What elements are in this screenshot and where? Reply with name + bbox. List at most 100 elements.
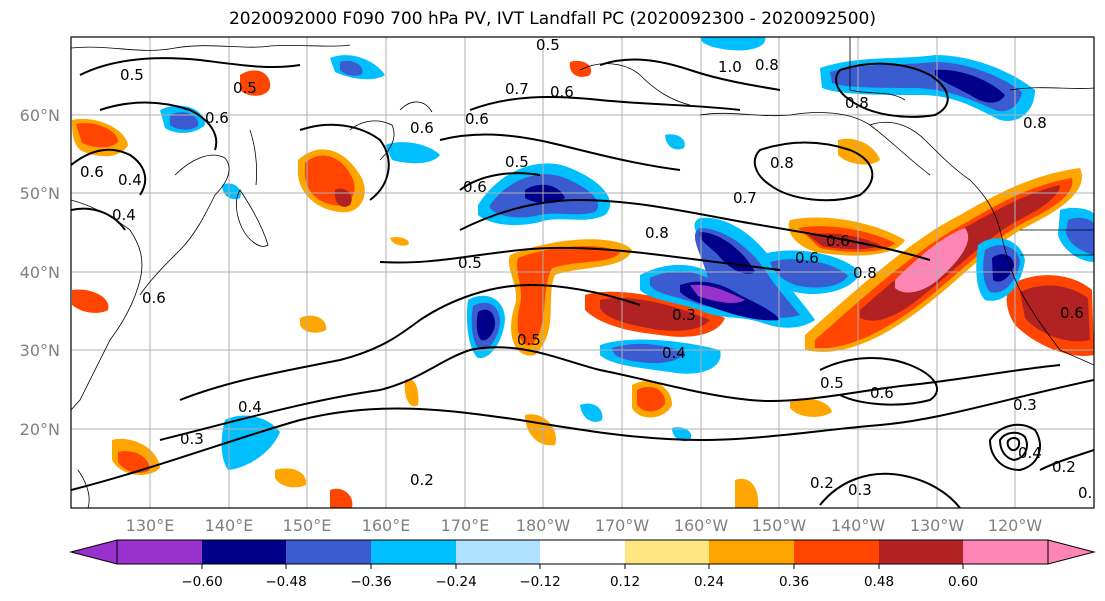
pv-contours bbox=[71, 57, 1094, 508]
contour-label: 0.6 bbox=[465, 110, 489, 128]
colorbar-tick-label: −0.12 bbox=[519, 574, 560, 590]
contour-label: 0.6 bbox=[1060, 304, 1084, 322]
positive-anomaly-region bbox=[637, 386, 666, 412]
colorbar-segment bbox=[540, 540, 625, 564]
contour-label: 0.5 bbox=[233, 79, 257, 97]
negative-anomaly-region bbox=[700, 37, 766, 51]
lon-label: 160°W bbox=[674, 516, 729, 535]
contour-label: 0.8 bbox=[845, 94, 869, 112]
colorbar-segment bbox=[456, 540, 540, 564]
colorbar-segment bbox=[879, 540, 963, 564]
contour-label: 0.5 bbox=[120, 66, 144, 84]
positive-anomaly-region bbox=[735, 478, 759, 508]
contour-label: 0.6 bbox=[80, 163, 104, 181]
colorbar-tick-label: 0.60 bbox=[948, 574, 978, 590]
positive-anomaly-region bbox=[838, 138, 880, 165]
colorbar-segment bbox=[286, 540, 371, 564]
negative-anomaly-region bbox=[830, 62, 1022, 112]
contour-label: 0.2 bbox=[1078, 484, 1102, 502]
negative-anomaly-region bbox=[476, 309, 495, 341]
positive-anomaly-region bbox=[600, 297, 710, 331]
contour-label: 0.5 bbox=[536, 36, 560, 54]
contour-label: 0.5 bbox=[505, 153, 529, 171]
contour-label: 0.6 bbox=[870, 384, 894, 402]
negative-anomaly-region bbox=[690, 284, 745, 303]
latitude-labels: 60°N 50°N 40°N 30°N 20°N bbox=[20, 106, 60, 439]
colorbar-tick-label: 0.36 bbox=[779, 574, 809, 590]
contour-label: 0.5 bbox=[517, 331, 541, 349]
contour-label: 0.6 bbox=[826, 232, 850, 250]
contour-label: 0.4 bbox=[662, 344, 686, 362]
contour-label: 0.6 bbox=[205, 109, 229, 127]
negative-anomaly-region bbox=[170, 112, 199, 130]
contour-label: 1.0 bbox=[718, 58, 742, 76]
contour-label: 0.4 bbox=[112, 206, 136, 224]
contour-label: 0.4 bbox=[238, 398, 262, 416]
contour-label: 0.6 bbox=[410, 119, 434, 137]
colorbar-tick-label: 0.24 bbox=[694, 574, 724, 590]
contour-label: 0.6 bbox=[142, 289, 166, 307]
negative-anomaly-region bbox=[340, 60, 363, 76]
negative-anomaly-region bbox=[612, 343, 685, 364]
lon-label: 170°W bbox=[595, 516, 650, 535]
positive-anomaly-region bbox=[76, 123, 118, 148]
colorbar-segment bbox=[117, 540, 202, 564]
contour-labels: 0.5 0.5 0.6 0.6 0.4 0.6 0.5 0.6 0.6 0.6 … bbox=[80, 36, 1102, 502]
negative-anomaly-region bbox=[1066, 217, 1094, 255]
colorbar-frame bbox=[116, 539, 1049, 565]
positive-anomaly-region bbox=[404, 379, 419, 407]
positive-anomaly-region bbox=[240, 70, 271, 96]
lat-label: 40°N bbox=[20, 263, 60, 282]
colorbar: −0.60 −0.48 −0.36 −0.24 −0.12 0.12 0.24 … bbox=[69, 539, 1096, 590]
lat-label: 50°N bbox=[20, 184, 60, 203]
negative-anomaly-region bbox=[665, 134, 685, 150]
contour-label: 0.8 bbox=[755, 56, 779, 74]
negative-anomaly-region bbox=[525, 184, 565, 204]
lon-label: 170°E bbox=[441, 516, 490, 535]
contour-label: 0.3 bbox=[848, 481, 872, 499]
lat-label: 60°N bbox=[20, 106, 60, 125]
colorbar-tick-label: 0.48 bbox=[864, 574, 894, 590]
pv-shading bbox=[72, 37, 1094, 508]
colorbar-tick-label: −0.60 bbox=[181, 574, 222, 590]
colorbar-upper-extension bbox=[1047, 539, 1096, 565]
contour-label: 0.8 bbox=[770, 154, 794, 172]
contour-label: 0.6 bbox=[463, 178, 487, 196]
positive-anomaly-region bbox=[808, 233, 880, 250]
colorbar-tick-label: −0.24 bbox=[435, 574, 476, 590]
lon-label: 130°W bbox=[910, 516, 965, 535]
contour-label: 0.2 bbox=[810, 474, 834, 492]
positive-anomaly-region bbox=[118, 451, 150, 473]
contour-label: 0.4 bbox=[118, 171, 142, 189]
contour-label: 0.5 bbox=[458, 254, 482, 272]
positive-anomaly-region bbox=[275, 468, 307, 488]
contour-label: 0.8 bbox=[1023, 114, 1047, 132]
contour-label: 0.3 bbox=[180, 430, 204, 448]
contour-label: 0.7 bbox=[733, 189, 757, 207]
longitude-labels: 130°E 140°E 150°E 160°E 170°E 180°W 170°… bbox=[126, 516, 1043, 535]
contour-label: 0.3 bbox=[1013, 396, 1037, 414]
colorbar-tick-label: −0.48 bbox=[265, 574, 306, 590]
colorbar-segment bbox=[625, 540, 709, 564]
lat-label: 30°N bbox=[20, 341, 60, 360]
negative-anomaly-region bbox=[672, 427, 692, 442]
positive-anomaly-region bbox=[390, 237, 409, 246]
contour-label: 0.6 bbox=[550, 83, 574, 101]
contour-label: 0.5 bbox=[820, 374, 844, 392]
positive-anomaly-region bbox=[895, 228, 969, 293]
lon-label: 180°W bbox=[516, 516, 571, 535]
positive-anomaly-region bbox=[1020, 285, 1090, 342]
contour-label: 0.4 bbox=[1018, 444, 1042, 462]
coastlines bbox=[71, 37, 1094, 508]
positive-anomaly-region bbox=[569, 60, 592, 77]
lat-label: 20°N bbox=[20, 420, 60, 439]
map-frame bbox=[70, 36, 1095, 509]
negative-anomaly-region bbox=[699, 232, 755, 274]
colorbar-lower-extension bbox=[69, 539, 118, 565]
lon-label: 130°E bbox=[126, 516, 175, 535]
negative-anomaly-region bbox=[385, 142, 440, 164]
contour-label: 0.6 bbox=[795, 249, 819, 267]
map-title: 2020092000 F090 700 hPa PV, IVT Landfall… bbox=[228, 9, 876, 29]
negative-anomaly-region bbox=[770, 259, 848, 288]
colorbar-tick-label: 0.12 bbox=[610, 574, 640, 590]
